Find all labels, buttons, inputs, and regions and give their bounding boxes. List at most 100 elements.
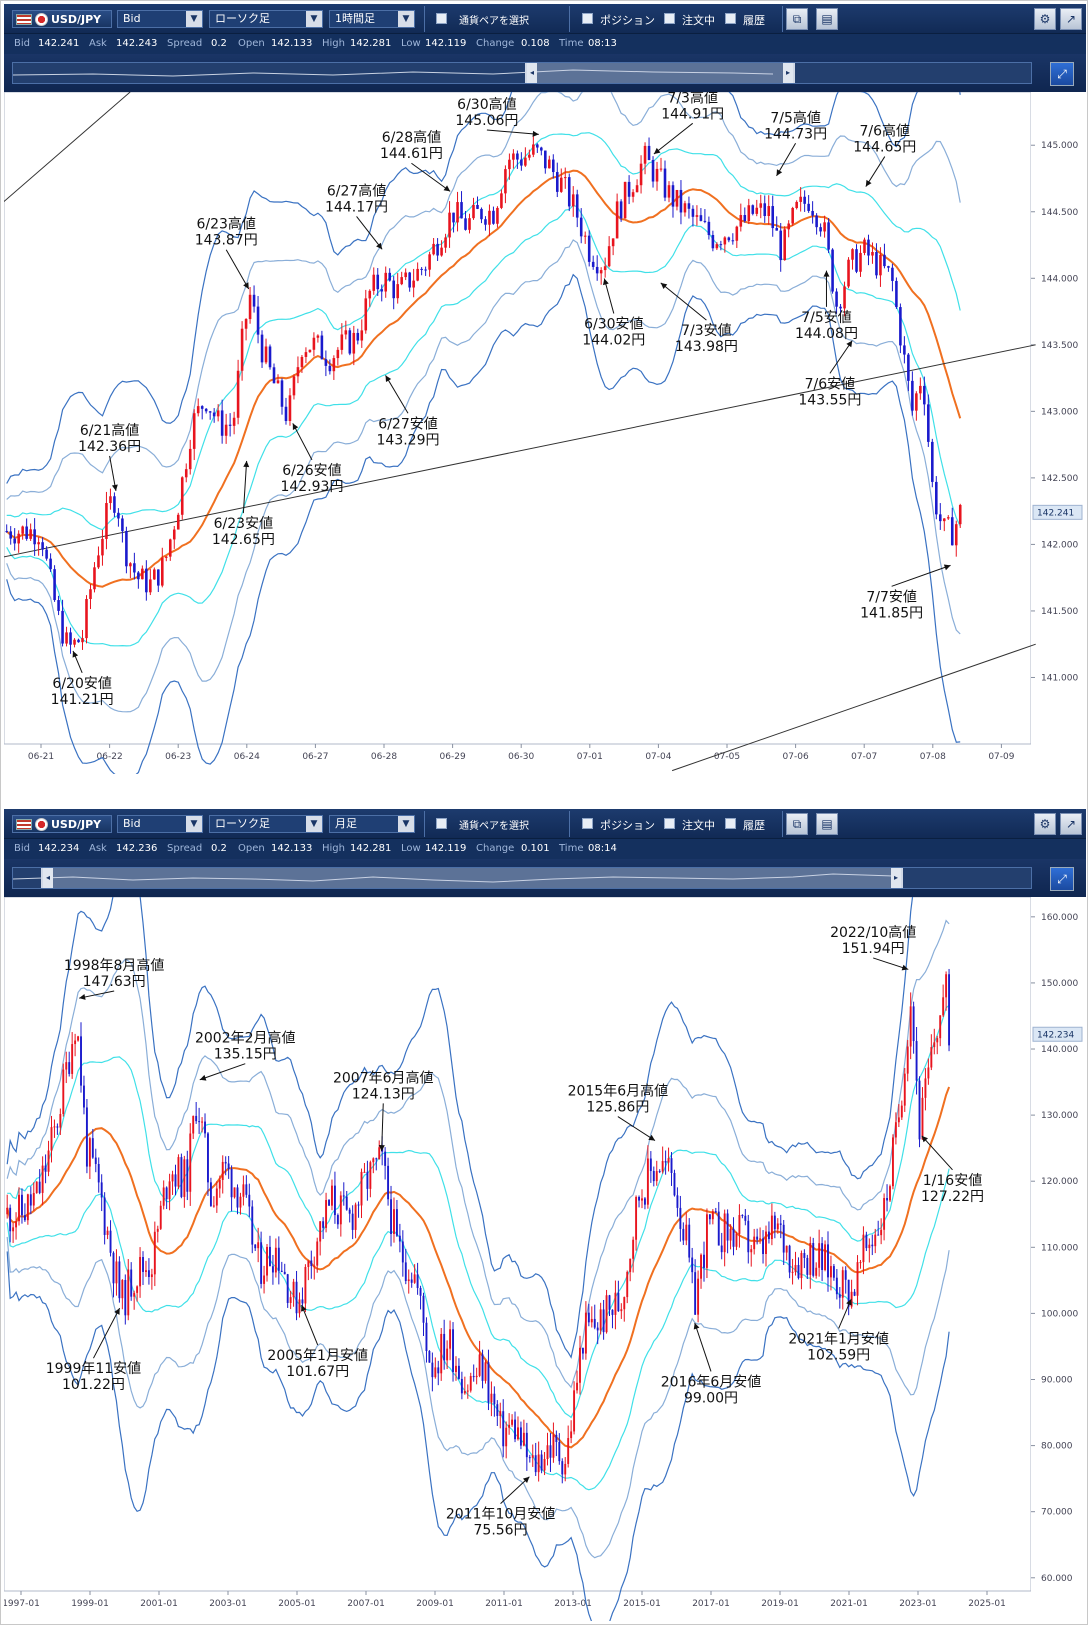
gear-icon[interactable]: ⚙ (1034, 8, 1056, 30)
candle (85, 599, 88, 639)
pair-select-checkbox[interactable] (436, 13, 447, 24)
candle (316, 1241, 319, 1266)
us-flag-icon (16, 13, 32, 25)
zoom-icon[interactable]: ⤢ (1050, 867, 1074, 891)
candle (655, 1171, 658, 1182)
x-tick-label: 07-07 (851, 752, 877, 762)
chevron-right-icon[interactable]: ▸ (891, 868, 901, 888)
candle (372, 274, 376, 291)
chart-kind-select[interactable]: ローソク足 ▼ (209, 10, 323, 28)
symbol-selector[interactable]: USD/JPY (12, 815, 112, 833)
candle (331, 1185, 333, 1206)
chart-kind-select[interactable]: ローソク足 ▼ (209, 815, 323, 833)
candle (463, 1391, 466, 1394)
candle (292, 376, 296, 396)
candle (368, 290, 372, 299)
candle (915, 393, 918, 411)
timeframe-select[interactable]: 1時間足 ▼ (329, 10, 415, 28)
chevron-right-icon[interactable]: ▸ (783, 63, 793, 83)
candle (157, 569, 160, 586)
candle (328, 1200, 330, 1206)
navigator-window[interactable]: ◂ ▸ (525, 63, 795, 83)
candle (779, 1223, 782, 1225)
candle (378, 1147, 381, 1160)
candle (856, 1262, 859, 1296)
candle (891, 1137, 894, 1187)
candle (53, 569, 56, 601)
candle (112, 1252, 115, 1284)
candle (753, 1236, 756, 1250)
y-tick-label: 142.500 (1041, 474, 1078, 484)
annotation-arrow (891, 564, 951, 587)
candle (492, 210, 495, 224)
x-tick-label: 2015-01 (623, 1599, 661, 1609)
candle (511, 1419, 514, 1425)
gear-icon[interactable]: ⚙ (1034, 813, 1056, 835)
candle (360, 1171, 363, 1206)
candle (351, 1213, 354, 1230)
y-tick-label: 120.000 (1041, 1177, 1078, 1187)
positions-checkbox[interactable] (582, 13, 593, 24)
layout-icon[interactable]: ▤ (816, 8, 838, 30)
candle (26, 1194, 29, 1221)
candle (787, 223, 790, 230)
candle (794, 1264, 797, 1272)
pair-select-checkbox[interactable] (436, 818, 447, 829)
candle (12, 1227, 15, 1232)
navigator-line (12, 69, 774, 77)
history-checkbox[interactable] (725, 13, 736, 24)
orders-checkbox[interactable] (664, 818, 675, 829)
navigator-track[interactable]: ◂ ▸ (12, 62, 1032, 84)
layout-icon[interactable]: ▤ (816, 813, 838, 835)
annotation-value: 144.65円 (853, 140, 916, 156)
trend-line (4, 92, 131, 203)
annotation-label: 1998年8月高値 (64, 957, 165, 974)
candle (829, 1266, 832, 1278)
chevron-left-icon[interactable]: ◂ (43, 868, 53, 888)
annotation-label: 2007年6月高値 (333, 1069, 434, 1086)
history-checkbox[interactable] (725, 818, 736, 829)
candle (117, 512, 120, 519)
candle (220, 410, 224, 436)
candle (871, 251, 874, 256)
zoom-icon[interactable]: ⤢ (1050, 62, 1074, 86)
candle (212, 412, 216, 417)
candle (551, 159, 555, 173)
candle (687, 203, 691, 209)
candle (611, 1309, 614, 1315)
candle (478, 1354, 481, 1376)
price-type-select[interactable]: Bid ▼ (117, 815, 203, 833)
candle (773, 1215, 776, 1230)
candle (811, 210, 814, 216)
y-tick-label: 140.000 (1041, 1045, 1078, 1055)
candle (514, 1419, 516, 1440)
window-icon[interactable]: ⧉ (786, 813, 808, 835)
candle (493, 1393, 496, 1405)
expand-icon[interactable]: ↗ (1060, 813, 1082, 835)
annotation-value: 141.21円 (51, 692, 114, 708)
orders-checkbox[interactable] (664, 13, 675, 24)
timeframe-select[interactable]: 月足 ▼ (329, 815, 415, 833)
navigator-window[interactable]: ◂ ▸ (41, 868, 903, 888)
candle (228, 424, 232, 426)
price-type-select[interactable]: Bid ▼ (117, 10, 203, 28)
annotation-label: 7/5安値 (801, 310, 852, 326)
candle (407, 1279, 410, 1282)
candle (71, 1044, 74, 1074)
y-tick-label: 141.500 (1041, 607, 1078, 617)
window-icon[interactable]: ⧉ (786, 8, 808, 30)
candle (260, 1242, 263, 1284)
candle (121, 1280, 124, 1299)
candle (859, 252, 862, 272)
candle (499, 1411, 502, 1417)
positions-checkbox[interactable] (582, 818, 593, 829)
candle (180, 477, 184, 515)
candle (924, 1078, 927, 1098)
candle (364, 298, 368, 331)
chevron-left-icon[interactable]: ◂ (527, 63, 537, 83)
candle (691, 208, 695, 217)
candle (212, 1205, 215, 1207)
navigator-track[interactable]: ◂ ▸ (12, 867, 1032, 889)
symbol-selector[interactable]: USD/JPY (12, 10, 112, 28)
expand-icon[interactable]: ↗ (1060, 8, 1082, 30)
